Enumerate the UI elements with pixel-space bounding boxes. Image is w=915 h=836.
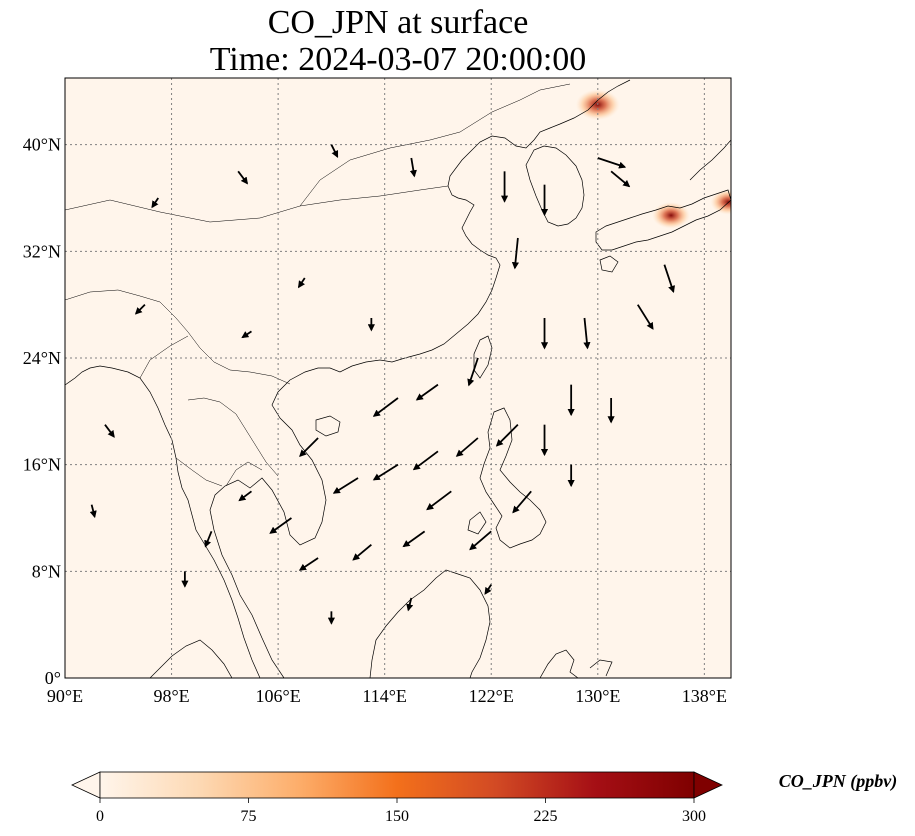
wind-arrow <box>372 463 399 481</box>
lat-tick-label: 40°N <box>23 135 61 155</box>
lat-tick-label: 24°N <box>23 348 61 368</box>
wind-arrow <box>409 157 417 178</box>
wind-arrow <box>372 397 399 417</box>
wind-arrow <box>406 597 414 612</box>
wind-arrow <box>402 530 426 548</box>
lat-tick-label: 8°N <box>32 561 61 581</box>
wind-arrow <box>495 424 519 447</box>
wind-arrow <box>241 330 252 339</box>
colorbar-tick-label: 0 <box>96 808 104 825</box>
wind-arrow <box>597 157 627 169</box>
colorbar-extend-min <box>71 771 101 799</box>
wind-arrow <box>426 490 452 511</box>
hotspot-osaka-plume <box>652 202 691 229</box>
wind-arrow <box>298 557 319 571</box>
korea-coastline <box>525 145 585 227</box>
wind-arrow <box>512 490 532 514</box>
colorbar-tick-label: 150 <box>385 808 409 825</box>
wind-arrow <box>636 304 654 330</box>
wind-arrow <box>204 530 213 548</box>
gridlines <box>65 78 731 678</box>
country-borders <box>65 83 571 487</box>
wind-arrow <box>663 264 675 294</box>
lon-tick-label: 106°E <box>256 686 301 706</box>
title-line-2: Time: 2024-03-07 20:00:00 <box>210 41 587 78</box>
lon-tick-label: 98°E <box>153 686 189 706</box>
map-background <box>65 78 731 678</box>
wind-arrow <box>467 357 479 387</box>
borneo-coastline <box>369 569 491 678</box>
colorbar-tick-label: 75 <box>241 808 257 825</box>
japan-coastline <box>595 139 731 273</box>
hainan-coastline <box>315 415 341 437</box>
colorbar-ticks: 0 75 150 225 300 <box>96 798 706 825</box>
lat-tick-label: 16°N <box>23 455 61 475</box>
sumatra-coastline <box>149 639 233 678</box>
wind-arrow <box>238 490 253 502</box>
wind-arrow <box>151 197 159 209</box>
title-line-1: CO_JPN at surface <box>268 4 529 41</box>
lat-tick-label: 0° <box>45 668 61 688</box>
lon-tick-label: 130°E <box>575 686 620 706</box>
lon-tick-label: 114°E <box>362 686 407 706</box>
wind-arrow <box>237 170 249 185</box>
wind-arrow <box>134 304 146 315</box>
colorbar-gradient <box>99 771 695 799</box>
map-panel <box>64 77 732 679</box>
taiwan-coastline <box>473 335 493 379</box>
colorbar-tick-label: 300 <box>682 808 706 825</box>
wind-arrow <box>415 383 439 401</box>
wind-arrow <box>104 424 115 438</box>
wind-arrow <box>511 237 520 270</box>
hotspot-tokyo-plume <box>710 189 731 215</box>
lon-tick-label: 90°E <box>47 686 83 706</box>
wind-arrow <box>352 543 372 561</box>
wind-arrow <box>583 317 591 350</box>
philippines-coastline <box>467 407 547 549</box>
wind-arrow <box>332 477 359 494</box>
sulawesi-coastline <box>539 649 613 678</box>
wind-arrow <box>455 437 479 457</box>
colorbar-extend-max <box>693 771 723 799</box>
latitude-tick-labels: 40°N 32°N 24°N 16°N 8°N 0° <box>23 135 61 688</box>
wind-vectors <box>89 144 675 625</box>
lat-tick-label: 32°N <box>23 241 61 261</box>
wind-arrow <box>89 504 97 519</box>
lon-tick-label: 122°E <box>469 686 514 706</box>
wind-arrow <box>330 144 339 158</box>
colorbar-tick-label: 225 <box>534 808 558 825</box>
wind-arrow <box>469 530 492 551</box>
wind-arrow <box>297 277 306 289</box>
wind-arrow <box>299 437 319 458</box>
wind-arrow <box>412 450 439 471</box>
wind-arrow <box>610 170 631 188</box>
wind-arrow <box>269 517 292 534</box>
wind-arrow <box>484 584 492 595</box>
lon-tick-label: 138°E <box>682 686 727 706</box>
concentration-hotspots <box>575 89 731 229</box>
colorbar: 0 75 150 225 300 CO_JPN (ppbv) <box>71 771 897 825</box>
colorbar-label: CO_JPN (ppbv) <box>779 771 897 792</box>
map-frame <box>64 77 732 679</box>
longitude-tick-labels: 90°E 98°E 106°E 114°E 122°E 130°E 138°E <box>47 686 727 706</box>
